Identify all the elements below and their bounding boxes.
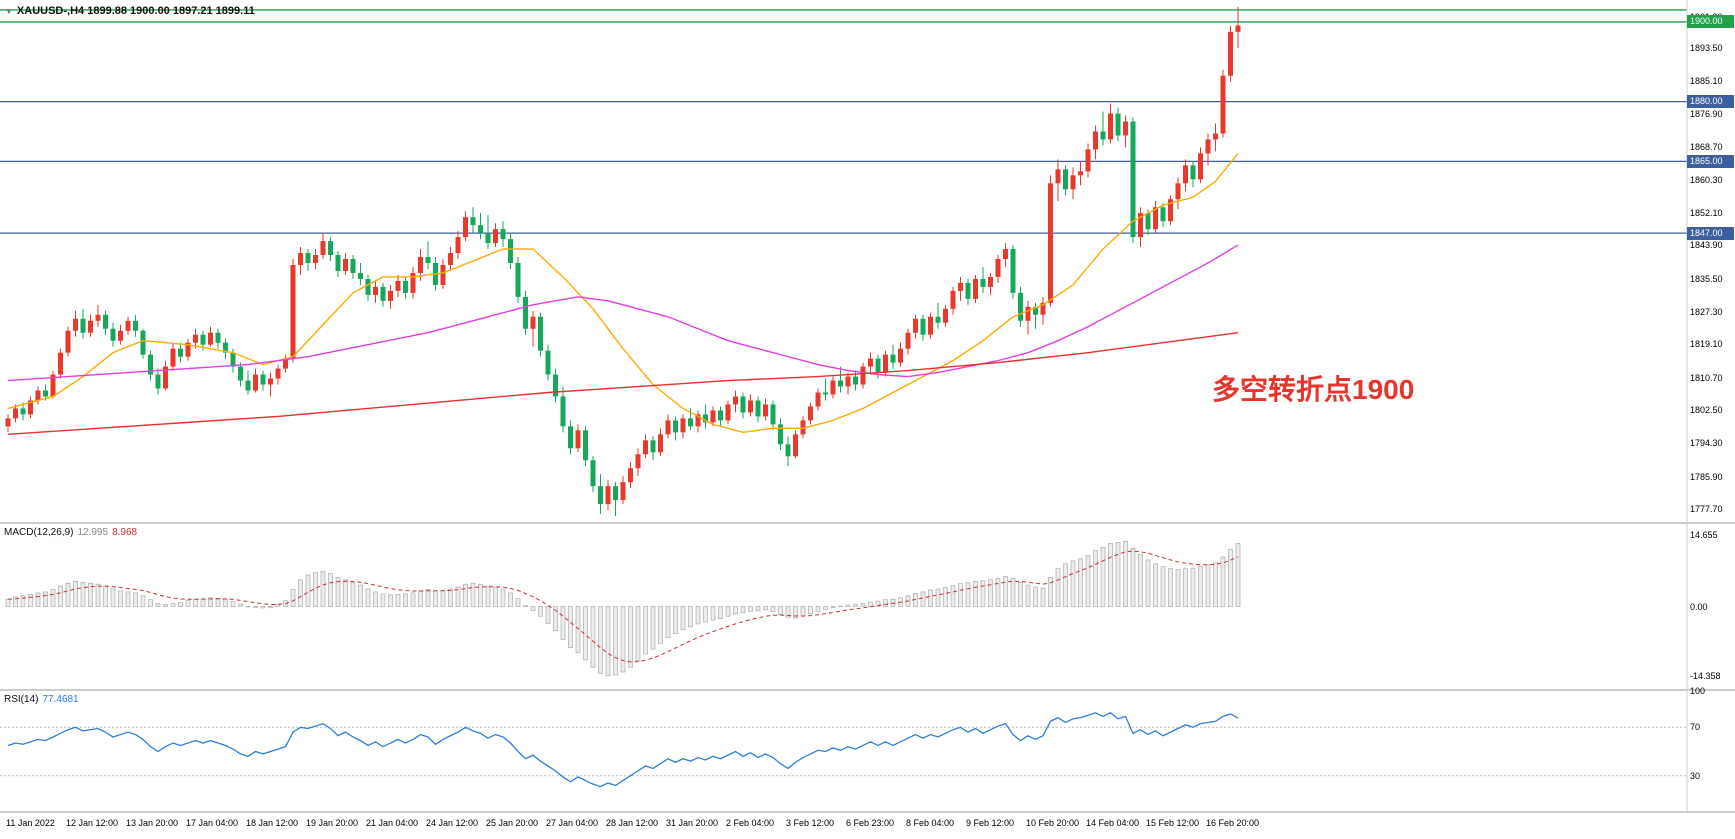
scale-tick-label: 100 [1690, 686, 1706, 696]
scale-tick-label: 1885.10 [1690, 76, 1723, 87]
macd-signal-value: 8.968 [112, 527, 138, 538]
scale-tick-label: 1810.70 [1690, 372, 1723, 383]
annotation-text: 多空转折点1900 [1212, 374, 1415, 405]
symbol-period-label: XAUUSD-,H4 [16, 5, 85, 17]
ohlc-readout: 1899.88 1900.00 1897.21 1899.11 [87, 5, 255, 17]
scale-tick-label: 0.00 [1690, 601, 1708, 612]
scale-tick-label: 1843.90 [1690, 240, 1723, 251]
time-axis-label: 9 Feb 12:00 [966, 818, 1015, 828]
time-axis-label: 6 Feb 23:00 [846, 818, 895, 828]
scale-tick-label: 1777.70 [1690, 504, 1723, 515]
macd-panel[interactable] [0, 524, 1687, 689]
price-line-badge: 1865.00 [1687, 154, 1734, 168]
scale-tick-label: 1785.90 [1690, 471, 1723, 482]
scale-tick-label: 1802.50 [1690, 405, 1723, 416]
time-axis-label: 24 Jan 12:00 [426, 818, 479, 828]
rsi-panel[interactable] [0, 691, 1687, 812]
time-axis-label: 27 Jan 04:00 [546, 818, 599, 828]
price-scale[interactable]: 1901.301893.501885.101876.901868.701860.… [1687, 0, 1735, 812]
price-line-badge: 1900.00 [1687, 15, 1734, 29]
time-axis-label: 15 Feb 12:00 [1146, 818, 1200, 828]
macd-main-value: 12.995 [77, 527, 109, 538]
price-line-badge: 1847.00 [1687, 226, 1734, 240]
scale-tick-label: 1860.30 [1690, 175, 1723, 186]
time-axis-label: 19 Jan 20:00 [306, 818, 359, 828]
scale-tick-label: 1852.10 [1690, 207, 1723, 218]
scale-tick-label: 1893.50 [1690, 42, 1723, 53]
macd-name: MACD(12,26,9) [4, 527, 74, 538]
rsi-value: 77.4681 [42, 694, 79, 705]
price-line-badge: 1880.00 [1687, 95, 1734, 109]
scale-tick-label: 70 [1690, 722, 1701, 733]
scale-tick-label: 1835.50 [1690, 273, 1723, 284]
time-axis-label: 2 Feb 04:00 [726, 818, 775, 828]
time-axis-label: 17 Jan 04:00 [186, 818, 239, 828]
scale-tick-label: 1794.30 [1690, 438, 1723, 449]
time-axis-label: 14 Feb 04:00 [1086, 818, 1140, 828]
chart-title: ▼ XAUUSD-,H4 1899.88 1900.00 1897.21 1899… [5, 5, 255, 17]
rsi-indicator-label: RSI(14) 77.4681 [4, 694, 79, 705]
scale-tick-label: 1868.70 [1690, 141, 1723, 152]
time-axis[interactable]: 11 Jan 2022 12 Jan 12:00 13 Jan 20:00 17 Ja… [0, 812, 1687, 839]
scale-tick-label: 1827.30 [1690, 306, 1723, 317]
time-axis-label: 8 Feb 04:00 [906, 818, 955, 828]
time-axis-label: 28 Jan 12:00 [606, 818, 659, 828]
time-axis-label: 31 Jan 20:00 [666, 818, 719, 828]
time-axis-label: 18 Jan 12:00 [246, 818, 299, 828]
scale-tick-label: 30 [1690, 770, 1701, 781]
time-axis-label: 3 Feb 12:00 [786, 818, 835, 828]
time-axis-label: 12 Jan 12:00 [66, 818, 119, 828]
time-axis-label: 13 Jan 20:00 [126, 818, 179, 828]
time-axis-label: 11 Jan 2022 [6, 818, 55, 828]
scale-tick-label: 14.655 [1690, 530, 1718, 541]
time-axis-label: 10 Feb 20:00 [1026, 818, 1080, 828]
time-axis-label: 16 Feb 20:00 [1206, 818, 1260, 828]
scale-tick-label: 1819.10 [1690, 339, 1723, 350]
time-axis-label: 25 Jan 20:00 [486, 818, 539, 828]
scale-tick-label: 1876.90 [1690, 108, 1723, 119]
time-axis-label: 21 Jan 04:00 [366, 818, 419, 828]
main-chart-area[interactable] [0, 0, 1687, 522]
chart-dropdown-icon[interactable]: ▼ [5, 7, 13, 16]
rsi-name: RSI(14) [4, 694, 39, 705]
scale-tick-label: -14.358 [1690, 671, 1721, 682]
macd-indicator-label: MACD(12,26,9) 12.995 8.968 [4, 527, 137, 538]
